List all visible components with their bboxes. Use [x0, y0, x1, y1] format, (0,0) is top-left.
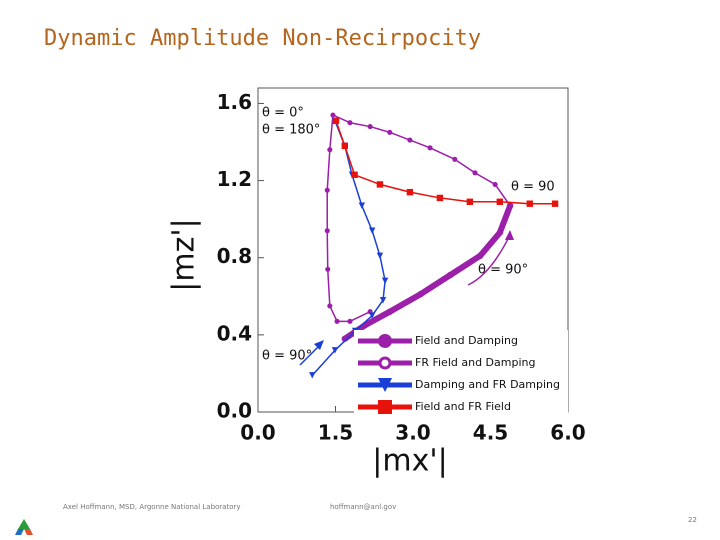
page-number: 22	[688, 516, 697, 524]
legend-marker	[378, 356, 392, 370]
point	[476, 252, 484, 259]
annotation: θ = 90°	[478, 263, 528, 278]
point	[376, 252, 384, 259]
x-tick-label: 4.5	[473, 421, 508, 445]
point	[331, 347, 339, 354]
annotation: θ = 0°	[262, 106, 304, 121]
point	[351, 171, 358, 178]
point	[334, 318, 340, 324]
y-tick-label: 0.8	[217, 244, 252, 268]
point	[327, 303, 333, 309]
y-tick-label: 0.0	[217, 399, 252, 423]
logo	[15, 519, 33, 535]
point	[309, 372, 316, 379]
legend-marker	[378, 400, 392, 414]
point	[551, 200, 559, 207]
slide-title: Dynamic Amplitude Non-Recirpocity	[44, 26, 482, 51]
point	[367, 124, 373, 130]
annotation: θ = 90°	[262, 349, 312, 364]
point	[327, 147, 333, 153]
legend-label: Damping and FR Damping	[415, 378, 560, 391]
y-axis-label: |mz'|	[167, 218, 202, 291]
point	[436, 194, 444, 202]
annotation: θ = 90	[511, 180, 555, 195]
x-tick-label: 6.0	[550, 421, 585, 445]
point	[368, 227, 376, 234]
point	[332, 117, 340, 124]
point	[324, 228, 330, 234]
x-axis-label: |mx'|	[372, 444, 447, 479]
arrowhead	[505, 230, 514, 240]
legend-marker	[378, 334, 392, 348]
point	[507, 203, 513, 209]
x-tick-label: 0.0	[240, 421, 275, 445]
arrow	[467, 234, 511, 286]
point	[358, 202, 366, 209]
point	[447, 271, 454, 279]
point	[379, 296, 387, 304]
point	[407, 137, 413, 143]
point	[325, 266, 331, 272]
point	[381, 277, 389, 285]
y-tick-label: 1.6	[217, 90, 252, 114]
footer-email: hoffmann@anl.gov	[330, 503, 397, 511]
series-line	[326, 114, 511, 323]
series-line	[311, 120, 386, 376]
point	[496, 198, 503, 205]
series-line	[343, 204, 513, 342]
series-line	[335, 120, 556, 205]
y-tick-label: 1.2	[217, 167, 252, 191]
point	[387, 129, 393, 135]
point	[492, 181, 498, 187]
point	[526, 200, 533, 207]
point	[427, 145, 433, 151]
point	[347, 318, 353, 324]
point	[330, 112, 336, 118]
point	[341, 142, 348, 150]
y-tick-label: 0.4	[217, 321, 252, 345]
point	[324, 187, 330, 193]
point	[472, 170, 478, 176]
point	[376, 181, 384, 188]
point	[466, 198, 474, 205]
point	[417, 291, 424, 298]
point	[386, 308, 393, 315]
x-tick-label: 1.5	[318, 421, 353, 445]
footer-author: Axel Hoffmann, MSD, Argonne National Lab…	[63, 503, 241, 511]
legend-marker	[378, 378, 392, 392]
x-tick-label: 3.0	[395, 421, 430, 445]
point	[406, 188, 414, 196]
legend-label: FR Field and Damping	[415, 356, 535, 369]
arrowhead	[314, 340, 324, 350]
point	[368, 312, 376, 319]
point	[347, 120, 353, 126]
point	[452, 156, 458, 162]
legend-label: Field and FR Field	[415, 400, 511, 413]
annotation: θ = 180°	[262, 123, 320, 138]
point	[496, 229, 503, 236]
legend-label: Field and Damping	[415, 334, 518, 347]
